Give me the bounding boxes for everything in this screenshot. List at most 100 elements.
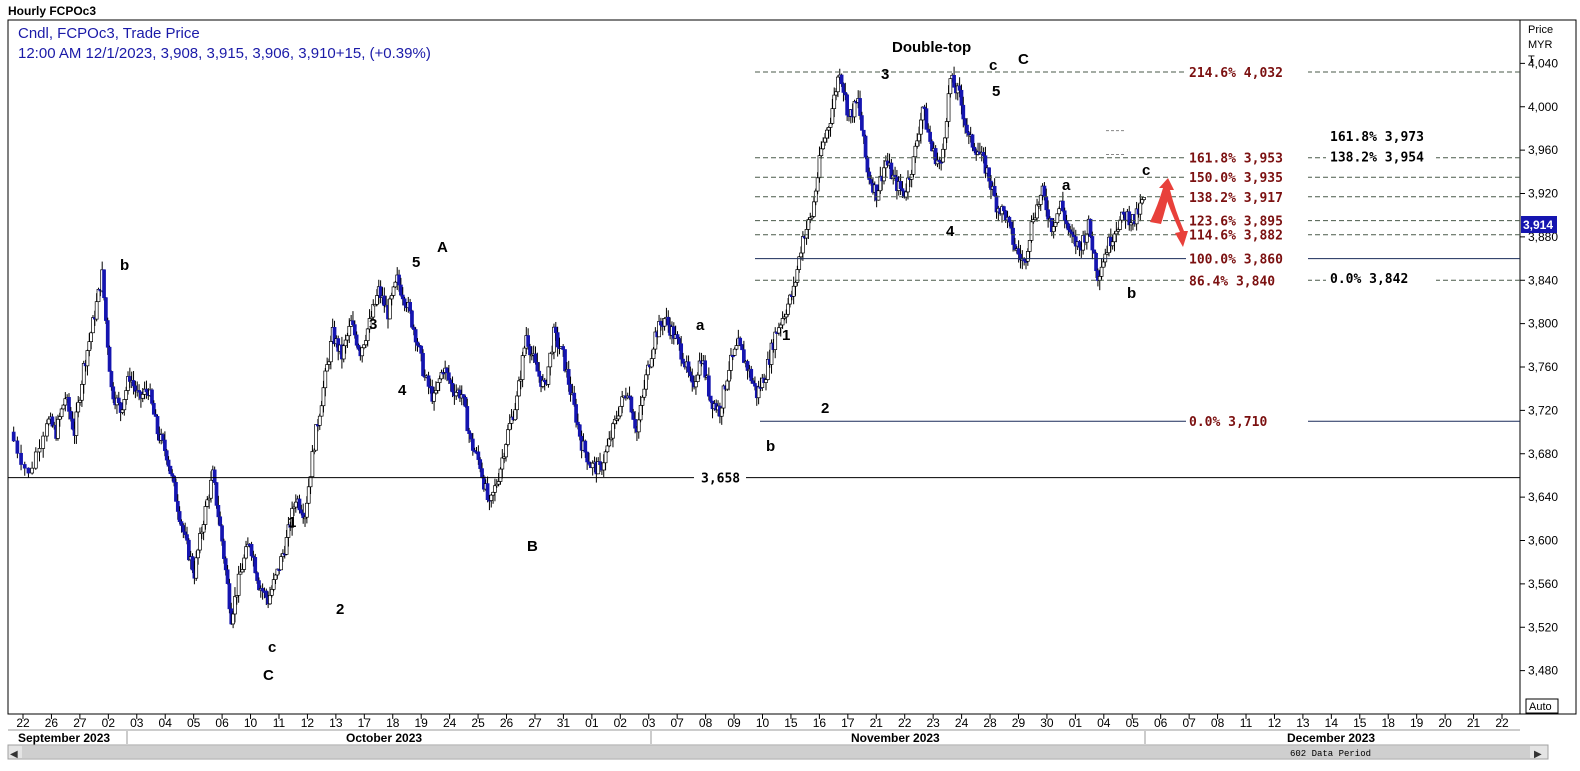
wave-label-b-right: b (1127, 285, 1136, 302)
candle-up (549, 353, 552, 367)
candle-down (104, 298, 107, 321)
y-tick-label: 3,840 (1528, 273, 1558, 287)
x-tick-label: 09 (727, 716, 741, 730)
y-tick-label: 3,600 (1528, 534, 1558, 548)
x-tick-label: 05 (1126, 716, 1140, 730)
x-tick-label: 23 (926, 716, 940, 730)
candle-down (427, 376, 430, 387)
x-tick-label: 10 (756, 716, 770, 730)
candle-up (1036, 205, 1039, 218)
candle-down (567, 369, 570, 384)
candle-down (108, 347, 111, 371)
candle-up (363, 345, 366, 348)
candle-up (294, 502, 297, 507)
candle-up (827, 127, 830, 130)
scroll-right-icon[interactable]: ▶ (1534, 749, 1542, 760)
candle-up (801, 237, 804, 253)
x-tick-label: 14 (1325, 716, 1339, 730)
x-tick-label: 18 (386, 716, 400, 730)
candle-down (1061, 201, 1064, 211)
x-tick-label: 22 (898, 716, 912, 730)
candle-down (409, 302, 412, 311)
candle-up (90, 333, 93, 342)
candle-down (538, 371, 541, 376)
candle-up (209, 480, 212, 498)
candle-down (186, 535, 189, 541)
candle-up (88, 342, 91, 351)
axis-title-currency: MYR (1528, 39, 1553, 51)
candle-up (499, 469, 502, 481)
candle-up (765, 380, 768, 383)
candle-down (224, 559, 227, 570)
candle-down (353, 325, 356, 335)
candle-up (490, 495, 493, 500)
x-tick-label: 31 (557, 716, 571, 730)
candle-up (438, 379, 441, 383)
axis-title-price: Price (1528, 24, 1553, 36)
candle-up (637, 420, 640, 432)
fib-extension-label: 0.0% 3,842 (1330, 272, 1408, 287)
candle-up (514, 410, 517, 420)
candle-up (785, 314, 788, 317)
candle-down (741, 345, 744, 350)
candle-down (576, 422, 579, 425)
y-tick-label: 3,720 (1528, 403, 1558, 417)
candle-down (709, 396, 712, 401)
candle-down (447, 373, 450, 380)
candle-down (68, 397, 71, 411)
candle-up (781, 318, 784, 325)
candle-up (947, 94, 950, 122)
candle-up (34, 452, 37, 468)
candle-down (471, 439, 474, 450)
x-tick-label: 03 (642, 716, 656, 730)
candle-down (466, 406, 469, 430)
scroll-left-icon[interactable]: ◀ (10, 749, 18, 760)
x-tick-label: 12 (1268, 716, 1282, 730)
candle-down (446, 368, 449, 373)
candle-down (929, 132, 932, 141)
candle-down (20, 453, 23, 464)
candle-up (883, 168, 886, 181)
candle-down (575, 405, 578, 423)
candle-up (726, 381, 729, 389)
x-tick-label: 06 (1154, 716, 1168, 730)
candle-up (320, 406, 323, 416)
candle-down (403, 299, 406, 305)
wave-label-4-nov: 4 (946, 223, 955, 240)
candle-down (973, 147, 976, 151)
y-tick-label: 3,800 (1528, 317, 1558, 331)
candle-up (906, 178, 909, 192)
x-tick-label: 01 (1069, 716, 1083, 730)
candle-up (56, 419, 59, 438)
x-tick-label: 20 (1438, 716, 1452, 730)
candle-down (864, 136, 867, 157)
fib-level-label: 0.0% 3,710 (1189, 415, 1267, 430)
candle-down (667, 317, 670, 325)
wave-label-a-right: a (1062, 177, 1071, 194)
candle-down (51, 417, 54, 426)
candle-down (962, 105, 965, 119)
x-tick-label: 11 (1240, 716, 1253, 730)
y-tick-label: 3,920 (1528, 187, 1558, 201)
candle-down (477, 452, 480, 460)
candle-down (399, 285, 402, 295)
candle-up (344, 340, 347, 346)
candle-up (777, 328, 780, 333)
wave-label-b-sep: b (120, 257, 129, 274)
candle-up (800, 253, 803, 257)
candle-down (680, 344, 683, 359)
candle-up (1056, 214, 1059, 223)
candle-down (689, 372, 692, 376)
candle-down (1010, 222, 1013, 228)
candle-down (355, 335, 358, 345)
candle-up (696, 375, 699, 382)
fib-level-label: 86.4% 3,840 (1189, 274, 1275, 289)
candle-up (1143, 197, 1146, 199)
candle-down (988, 168, 991, 181)
candle-up (237, 574, 240, 595)
candle-up (436, 383, 439, 391)
candle-down (464, 397, 467, 406)
candle-up (315, 424, 318, 450)
candle-up (42, 436, 45, 448)
candle-up (324, 371, 327, 388)
